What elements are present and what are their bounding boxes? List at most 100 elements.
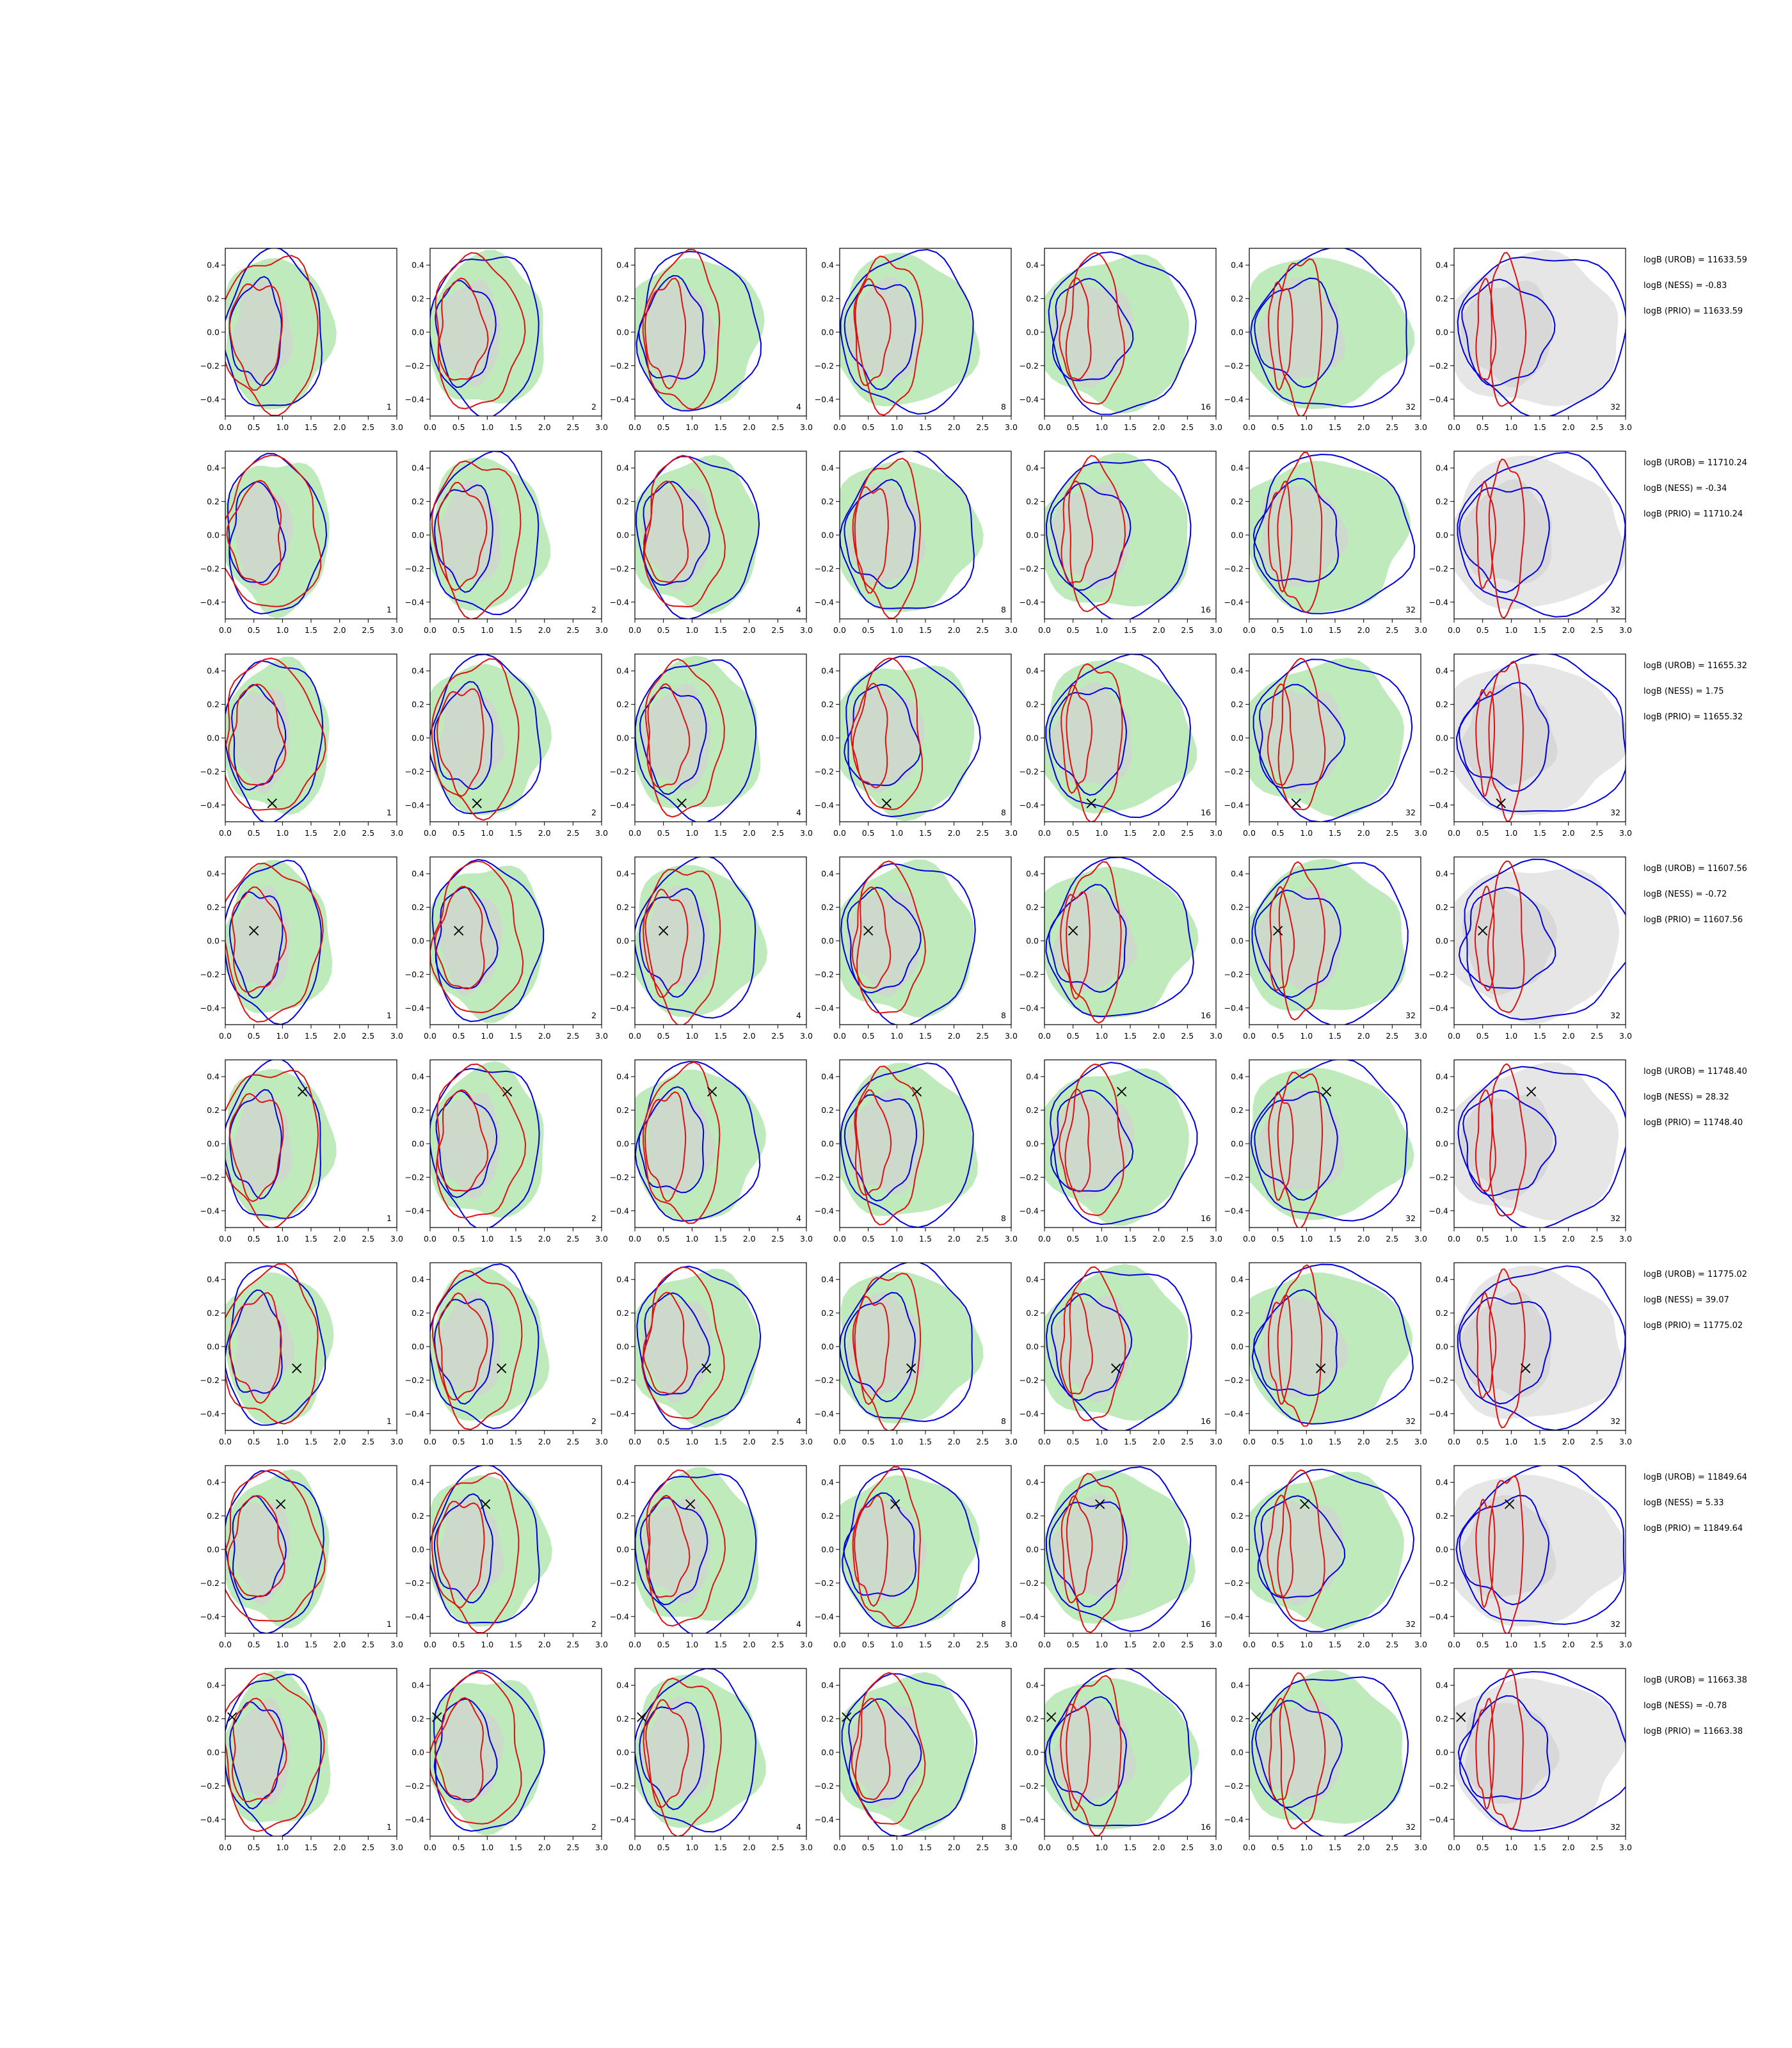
y-tick-label: 0.4 xyxy=(1436,1478,1448,1487)
y-tick-label: 0.0 xyxy=(1436,936,1448,946)
x-tick-label: 0.5 xyxy=(1272,625,1284,635)
blue-outer-contour xyxy=(840,248,974,415)
y-tick-label: −0.4 xyxy=(405,800,424,810)
x-tick-label: 1.5 xyxy=(1124,625,1137,635)
panel-label: 8 xyxy=(1001,1822,1006,1832)
panel-label: 32 xyxy=(1405,1213,1416,1223)
red-inner-contour xyxy=(850,682,888,788)
blue-inner-contour xyxy=(844,1292,916,1403)
panel-r3-c2: 0.0 0.5 1.0 1.5 2.0 2.5 3.0 0.4 0.2 0.0 −0.2 −0.4 2 xyxy=(405,653,608,838)
blue-inner-contour xyxy=(228,891,284,999)
x-tick-label: 1.5 xyxy=(1124,828,1137,838)
y-tick-label: −0.2 xyxy=(1429,970,1448,979)
x-tick-label: 0.5 xyxy=(1067,1843,1080,1852)
x-tick-label: 2.0 xyxy=(948,1234,961,1244)
y-tick-label: 0.4 xyxy=(1231,869,1244,879)
x-tick-label: 3.0 xyxy=(1210,1640,1222,1649)
x-tick-label: 1.5 xyxy=(1329,625,1341,635)
panel-label: 4 xyxy=(796,1213,801,1223)
y-tick-label: 0.2 xyxy=(1436,1714,1448,1724)
y-tick-label: 0.2 xyxy=(412,497,424,506)
red-outer-contour xyxy=(1488,660,1524,822)
panel-r1-c5: 0.0 0.5 1.0 1.5 2.0 2.5 3.0 0.4 0.2 0.0 −0.2 −0.4 16 xyxy=(1020,248,1222,432)
row-4: 0.0 0.5 1.0 1.5 2.0 2.5 3.00.40.20.0−0.2−0.41 0… xyxy=(200,856,1747,1041)
x-tick-label: 1.0 xyxy=(276,1234,289,1244)
x-tick-label: 2.0 xyxy=(948,828,961,838)
y-tick-label: −0.4 xyxy=(610,1814,629,1824)
y-tick-label: 0.2 xyxy=(1436,1511,1448,1521)
y-tick-label: 0.2 xyxy=(1231,1714,1244,1724)
truth-marker xyxy=(454,925,464,936)
blue-inner-contour xyxy=(1252,1289,1338,1396)
panel-r2-c5: 0.0 0.5 1.0 1.5 2.0 2.5 3.0 0.4 0.2 0.0 −0.2 −0.4 16 xyxy=(1020,451,1222,635)
x-tick-label: 0.5 xyxy=(248,1640,260,1649)
y-tick-label: −0.4 xyxy=(1020,1206,1039,1215)
blue-inner-contour xyxy=(1459,1494,1550,1606)
x-tick-label: 0.5 xyxy=(657,828,670,838)
x-tick-label: 1.0 xyxy=(890,1640,903,1649)
truth-marker xyxy=(297,1087,308,1097)
x-tick-label: 3.0 xyxy=(1414,1437,1427,1446)
red-outer-contour xyxy=(1489,1268,1526,1428)
y-tick-label: −0.4 xyxy=(1429,1612,1448,1621)
x-tick-label: 0.5 xyxy=(657,1031,670,1041)
panel-label: 32 xyxy=(1405,605,1416,614)
red-outer-contour xyxy=(225,1672,325,1832)
x-tick-label: 2.5 xyxy=(362,1437,374,1446)
panel-label: 4 xyxy=(796,1416,801,1426)
panel-r1-c1: 0.0 0.5 1.0 1.5 2.0 2.5 3.0 0.4 0.2 0.0 −0.2 −0.4 1 xyxy=(200,248,403,432)
x-tick-label: 1.5 xyxy=(1533,1031,1546,1041)
y-tick-label: 0.0 xyxy=(412,1342,424,1352)
y-tick-label: −0.2 xyxy=(405,970,424,979)
blue-outer-contour xyxy=(430,451,540,616)
red-outer-contour xyxy=(1488,1475,1524,1633)
truth-marker xyxy=(481,1499,491,1509)
x-tick-label: 1.5 xyxy=(509,1843,522,1852)
y-tick-label: −0.2 xyxy=(1020,1781,1039,1791)
x-tick-label: 2.5 xyxy=(566,828,579,838)
x-tick-label: 0.5 xyxy=(1272,1031,1284,1041)
logb-urob: logB (UROB) = 11710.24 xyxy=(1644,458,1747,468)
y-tick-label: −0.2 xyxy=(815,767,834,776)
inner-density-region xyxy=(1256,278,1346,381)
inner-density-region xyxy=(641,683,711,791)
x-tick-label: 3.0 xyxy=(390,1843,403,1852)
panel-label: 16 xyxy=(1201,605,1211,614)
y-tick-label: −0.4 xyxy=(1429,394,1448,404)
red-outer-contour xyxy=(1278,861,1325,1021)
y-tick-label: −0.4 xyxy=(815,597,834,607)
y-tick-label: −0.4 xyxy=(1224,1814,1244,1824)
x-tick-label: 0.0 xyxy=(1243,625,1256,635)
x-tick-label: 3.0 xyxy=(390,1437,403,1446)
y-tick-label: 0.0 xyxy=(207,1139,220,1149)
y-tick-label: 0.2 xyxy=(1026,1105,1039,1115)
x-tick-label: 2.5 xyxy=(362,422,374,432)
y-tick-label: −0.2 xyxy=(405,1578,424,1588)
red-outer-contour xyxy=(1489,1063,1527,1217)
x-tick-label: 0.0 xyxy=(1038,422,1051,432)
y-tick-label: −0.4 xyxy=(200,1814,220,1824)
x-tick-label: 0.5 xyxy=(862,1640,875,1649)
red-inner-contour xyxy=(852,1295,890,1405)
panel-r4-c1: 0.0 0.5 1.0 1.5 2.0 2.5 3.0 0.4 0.2 0.0 −0.2 −0.4 1 xyxy=(200,856,403,1041)
x-tick-label: 3.0 xyxy=(800,1031,813,1041)
truth-marker xyxy=(1116,1087,1127,1097)
y-tick-label: 0.0 xyxy=(207,733,220,743)
x-tick-label: 1.5 xyxy=(714,422,727,432)
x-tick-label: 3.0 xyxy=(390,828,403,838)
x-tick-label: 2.5 xyxy=(362,1031,374,1041)
y-tick-label: 0.0 xyxy=(207,1342,220,1352)
red-outer-contour xyxy=(854,255,924,416)
y-tick-label: 0.0 xyxy=(821,1342,834,1352)
red-inner-contour xyxy=(228,1292,282,1404)
inner-density-region xyxy=(847,482,925,586)
panel-r3-c5: 0.0 0.5 1.0 1.5 2.0 2.5 3.0 0.4 0.2 0.0 −0.2 −0.4 16 xyxy=(1020,653,1222,838)
blue-inner-contour xyxy=(1459,486,1550,593)
x-tick-label: 2.5 xyxy=(1181,1031,1194,1041)
red-outer-contour xyxy=(1277,657,1326,811)
panel-r2-c6: 0.0 0.5 1.0 1.5 2.0 2.5 3.0 0.4 0.2 0.0 −0.2 −0.4 32 xyxy=(1224,451,1427,635)
panel-r6-c6: 0.0 0.5 1.0 1.5 2.0 2.5 3.0 0.4 0.2 0.0 −0.2 −0.4 32 xyxy=(1224,1262,1427,1446)
blue-inner-contour xyxy=(433,1493,493,1604)
y-tick-label: −0.2 xyxy=(1224,361,1244,371)
x-tick-label: 0.0 xyxy=(628,1031,641,1041)
